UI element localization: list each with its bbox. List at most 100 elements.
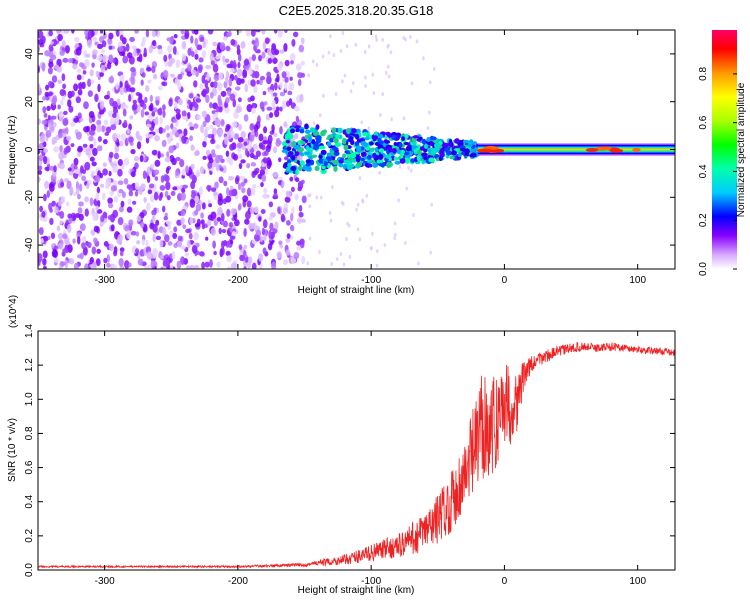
noise-speck [113,118,120,125]
noise-speck [246,187,252,197]
noise-speck [193,231,199,241]
transition-blob [470,152,477,158]
noise-speck [67,58,73,64]
noise-speck [216,217,222,222]
noise-speck [145,30,150,38]
noise-speck [180,209,186,217]
noise-speck [208,157,214,164]
noise-speck [124,80,129,89]
noise-speck [38,65,41,74]
noise-speck [194,195,200,204]
noise-speck [92,213,98,221]
noise-speck [162,69,169,79]
snr-y-tick-label: 1.4 [24,324,35,338]
noise-speck [163,261,169,267]
transition-blob [416,149,422,155]
transition-blob [310,128,316,133]
noise-speck [240,181,245,188]
noise-speck [398,164,402,169]
noise-speck [402,116,406,121]
noise-speck [268,229,272,239]
noise-speck [157,150,161,159]
noise-speck [243,266,247,269]
noise-speck [84,263,89,269]
noise-speck [99,172,104,179]
noise-speck [290,225,295,232]
noise-speck [185,265,192,269]
noise-speck [182,184,188,189]
transition-blob [299,128,305,134]
transition-blob [364,136,370,141]
noise-speck [142,170,147,180]
noise-speck [144,96,148,104]
noise-speck [198,251,205,257]
noise-speck [206,184,212,191]
noise-speck [97,54,103,62]
noise-speck [272,172,279,178]
noise-speck [112,209,118,219]
noise-speck [274,221,279,230]
noise-speck [118,51,125,57]
noise-speck [270,45,277,55]
noise-speck [216,82,222,91]
noise-speck [311,59,315,64]
noise-speck [181,53,186,62]
noise-speck [277,30,283,38]
noise-speck [110,224,115,232]
noise-speck [185,165,189,174]
noise-speck [213,74,220,82]
noise-speck [189,264,195,269]
noise-speck [180,30,185,35]
noise-speck [412,212,415,217]
noise-speck [128,56,135,65]
noise-speck [43,148,49,154]
noise-speck [57,132,63,139]
snr-x-tick-label: -200 [228,576,248,587]
noise-speck [367,126,371,131]
transition-blob [433,142,441,149]
noise-speck [167,61,173,67]
transition-blob [400,149,405,154]
noise-speck [87,39,93,48]
noise-speck [154,128,159,133]
noise-speck [165,167,170,174]
noise-speck [118,188,124,194]
noise-speck [221,120,225,126]
noise-speck [118,140,124,147]
noise-speck [363,49,367,54]
spectrogram-x-tick-label: -100 [361,275,381,286]
noise-speck [180,67,187,73]
noise-speck [242,71,248,79]
noise-speck [42,250,48,259]
noise-speck [101,40,107,48]
noise-speck [230,130,235,139]
noise-speck [168,98,173,107]
noise-speck [183,128,188,137]
noise-speck [233,75,238,81]
transition-blob [454,138,460,144]
noise-speck [140,108,145,118]
noise-speck [57,242,64,250]
noise-speck [198,57,204,63]
transition-blob [355,145,362,152]
transition-blob [331,127,337,133]
noise-speck [154,116,159,126]
noise-speck [203,136,208,142]
noise-speck [191,190,196,195]
noise-speck [258,216,262,222]
noise-speck [214,181,219,189]
transition-blob [446,150,452,156]
noise-speck [307,193,310,198]
noise-speck [172,46,177,55]
noise-speck [190,35,194,44]
noise-speck [290,212,294,222]
snr-x-label: Height of straight line (km) [298,585,415,596]
transition-blob [348,135,354,142]
noise-speck [203,130,209,137]
noise-speck [228,222,234,228]
noise-speck [280,213,286,222]
spectrogram-y-ticks: -40 -20 0 20 40 [24,48,675,252]
noise-speck [249,133,255,142]
transition-blob [401,136,406,142]
noise-speck [112,132,118,141]
